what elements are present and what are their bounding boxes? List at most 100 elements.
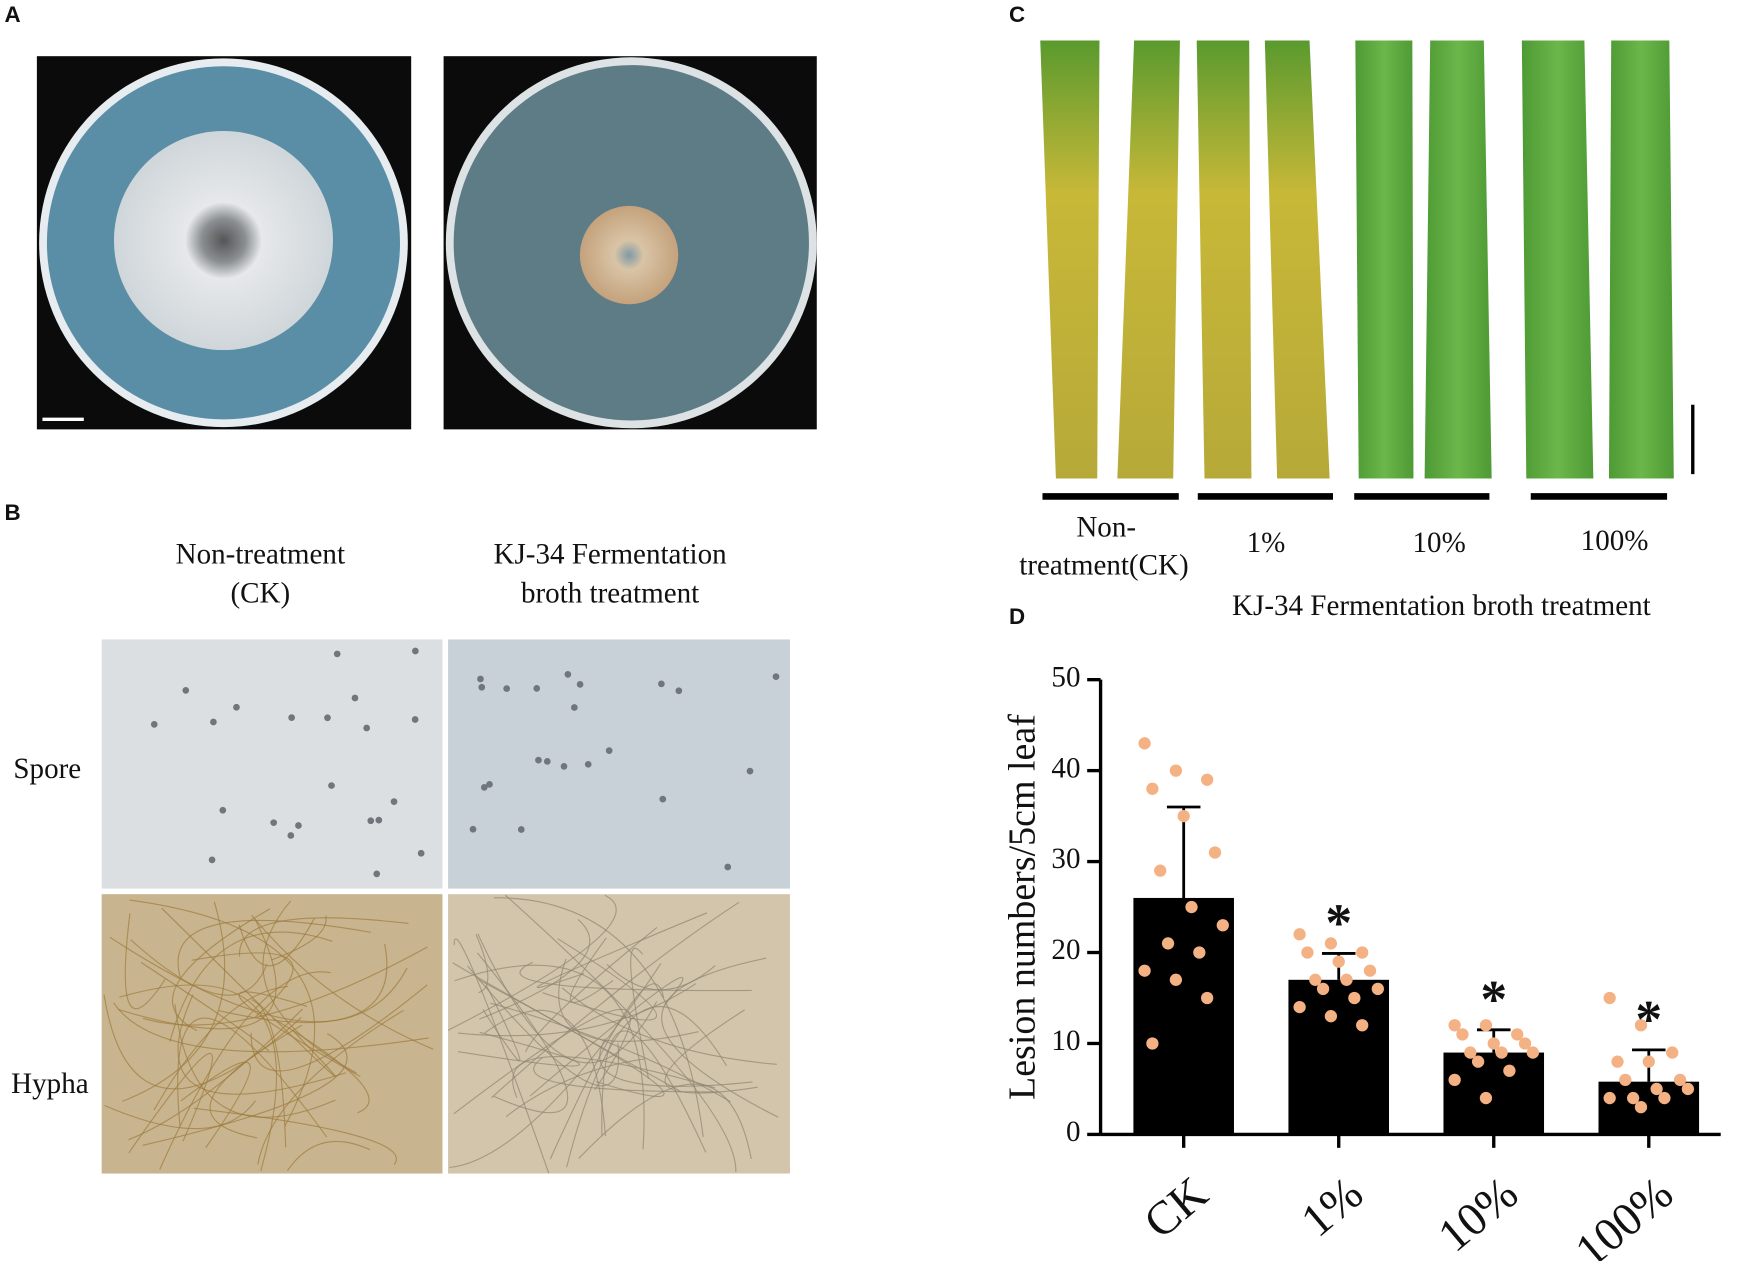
hypha-strand [491,901,740,1099]
data-point [1138,964,1151,977]
spore [659,795,667,803]
hypha-strand [449,963,662,1169]
spore [675,687,683,695]
data-point [1316,982,1330,996]
data-point [1603,1091,1616,1105]
data-point [1146,782,1159,795]
hypha-strand [218,943,388,1024]
data-point [1526,1046,1540,1059]
data-point [1332,955,1345,968]
y-axis-label: Lesion numbers/5cm leaf [1001,714,1043,1100]
y-tick-label: 30 [1051,843,1080,875]
y-tick-label: 10 [1051,1025,1080,1057]
hypha-strand [251,999,287,1148]
spore [564,671,572,678]
hypha-strand [177,1017,328,1138]
spore [543,758,551,765]
spore [517,826,525,833]
spore [208,856,216,864]
spore [571,704,578,711]
panel-label: B [4,500,20,525]
group-label: 1% [1247,527,1286,559]
group-label: 100% [1581,525,1649,557]
data-point [1293,1000,1306,1014]
spore [210,718,217,726]
panel-label: C [1009,2,1025,27]
hypha-strand [272,1017,370,1114]
hypha-strand [542,938,658,1021]
data-point [1503,1064,1516,1077]
data-point [1146,1037,1159,1050]
spore [480,784,488,791]
hypha-strand [490,1002,731,1103]
data-point [1479,1019,1493,1032]
spore [233,703,240,711]
data-point [1495,1046,1508,1059]
hypha-strand [519,961,752,992]
spore [219,806,227,814]
x-tick-label: CK [1134,1167,1217,1249]
spore [150,721,158,728]
hypha-strand [452,962,682,1093]
hypha-strand [238,918,315,967]
data-point [1603,991,1616,1005]
spore [533,684,541,692]
hypha-strand [453,1008,631,1115]
hypha-strand [191,952,294,1018]
spore [295,822,302,829]
spore [746,767,754,775]
data-point [1471,1055,1485,1068]
hypha-strand [599,1038,753,1087]
spore [363,724,371,732]
leaf-photos [1040,40,1695,500]
data-point [1363,964,1377,977]
petri-photos [36,56,817,430]
hypha-strand [142,1033,348,1146]
hypha-strand [505,1058,645,1117]
spore [333,650,341,658]
data-point [1634,1100,1648,1114]
hypha-strand [209,1024,303,1139]
hypha-strand [239,917,409,957]
data-point [1511,1028,1524,1041]
spore [411,716,419,723]
spore [182,687,190,694]
spore [560,763,568,770]
bar [1443,1052,1545,1135]
hypha-strand [130,939,268,996]
group-label: treatment(CK) [1019,550,1188,582]
group-label: 10% [1413,527,1466,559]
hypha-strand [504,894,737,1173]
hypha-strand [467,965,620,1087]
data-point [1487,1037,1500,1050]
spore [576,680,584,688]
data-point [1666,1046,1679,1059]
panel-label: D [1009,604,1025,629]
spore [390,798,398,805]
hypha-strand [558,958,699,1042]
hypha-strand [454,964,645,1150]
microscopy-photos [101,639,790,1174]
y-tick-label: 40 [1051,752,1080,784]
data-point [1650,1082,1663,1096]
data-point [1371,982,1384,996]
hypha-strand [113,1002,429,1053]
data-point [1309,973,1322,986]
hypha-strand [174,1004,336,1118]
bar [1133,897,1234,1135]
data-point [1208,846,1222,859]
hypha-strand [525,927,658,1053]
data-point [1464,1046,1477,1059]
spore [535,756,542,764]
hypha-strand [458,1031,580,1067]
data-point [1642,1055,1655,1068]
spore [503,685,511,692]
spore [486,780,493,788]
data-point [1448,1019,1461,1032]
row-label: Spore [13,753,81,785]
hypha-strand [119,984,278,1172]
data-point [1658,1091,1671,1105]
y-tick-label: 0 [1066,1116,1081,1148]
hypha-strand [124,913,166,1010]
hypha-strand [630,947,650,1079]
